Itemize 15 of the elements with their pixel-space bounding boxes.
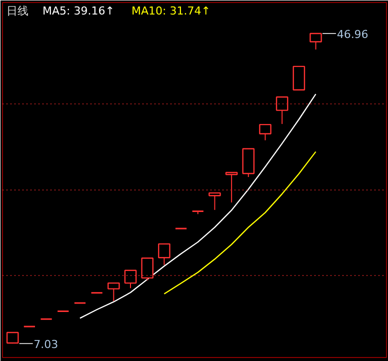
candlestick <box>158 243 170 266</box>
chart-title: 日线 <box>6 4 28 18</box>
candlestick <box>310 32 322 50</box>
text: MA10: 31.74↑ <box>132 4 210 18</box>
candlestick <box>124 270 137 289</box>
candlestick <box>208 192 221 210</box>
candlestick <box>292 66 306 90</box>
text: 46.96 <box>336 28 368 42</box>
candlestick <box>276 96 288 124</box>
candlestick <box>108 282 120 302</box>
annotation: 7.03 <box>34 338 58 352</box>
candlestick <box>141 258 154 281</box>
candlestick <box>259 124 272 141</box>
candlestick <box>225 172 238 203</box>
text: MA5: 39.16↑ <box>42 4 114 18</box>
